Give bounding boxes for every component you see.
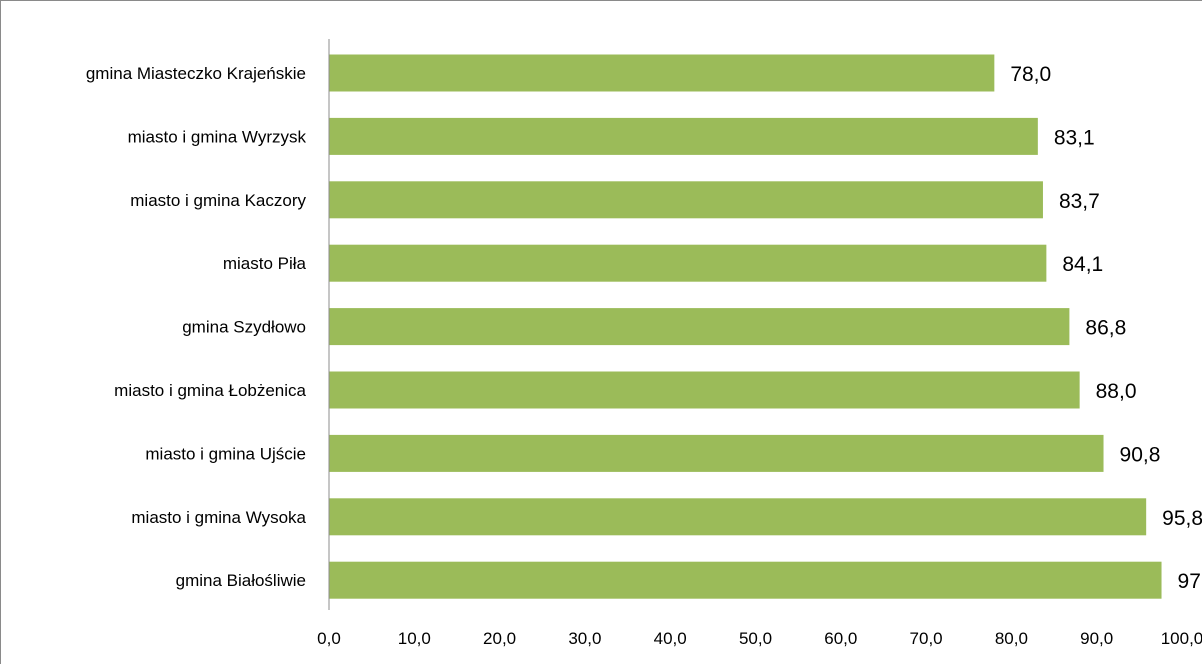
- category-labels: gmina Miasteczko Krajeńskie miasto i gmin…: [86, 64, 307, 590]
- bar: [329, 561, 1162, 599]
- data-label: 78,0: [1010, 63, 1051, 86]
- bar: [329, 371, 1080, 409]
- data-label: 84,1: [1062, 253, 1103, 276]
- category-label: miasto i gmina Wyrzysk: [128, 127, 307, 146]
- bar: [329, 117, 1038, 155]
- bar: [329, 498, 1147, 536]
- category-label: miasto i gmina Łobżenica: [114, 381, 306, 400]
- category-label: gmina Szydłowo: [182, 318, 306, 337]
- x-tick-label: 50,0: [739, 629, 772, 648]
- data-label: 97,6: [1178, 570, 1202, 593]
- value-labels: 78,0 83,1 83,7 84,1 86,8 88,0 90,8 95,8 97,6: [1010, 63, 1202, 593]
- data-label: 90,8: [1120, 443, 1161, 466]
- category-label: miasto i gmina Ujście: [145, 444, 306, 463]
- x-tick-label: 40,0: [654, 629, 687, 648]
- data-label: 83,1: [1054, 126, 1095, 149]
- bar: [329, 308, 1070, 346]
- bar: [329, 434, 1104, 472]
- x-axis-ticks: 0,0 10,0 20,0 30,0 40,0 50,0 60,0 70,0 80,0 90,0 1…: [317, 629, 1202, 648]
- bar: [329, 244, 1047, 282]
- bars-layer: [329, 54, 1162, 599]
- x-tick-label: 20,0: [483, 629, 516, 648]
- bar: [329, 54, 995, 92]
- data-label: 88,0: [1096, 380, 1137, 403]
- x-tick-label: 30,0: [568, 629, 601, 648]
- x-tick-label: 80,0: [995, 629, 1028, 648]
- x-tick-label: 100,0: [1161, 629, 1202, 648]
- x-tick-label: 60,0: [824, 629, 857, 648]
- data-label: 95,8: [1162, 507, 1202, 530]
- category-label: gmina Białośliwie: [176, 571, 306, 590]
- data-label: 83,7: [1059, 190, 1100, 213]
- bar: [329, 181, 1043, 219]
- x-tick-label: 10,0: [398, 629, 431, 648]
- category-label: miasto Piła: [223, 254, 307, 273]
- x-tick-label: 70,0: [910, 629, 943, 648]
- x-tick-label: 90,0: [1080, 629, 1113, 648]
- category-label: miasto i gmina Wysoka: [131, 508, 306, 527]
- data-label: 86,8: [1085, 317, 1126, 340]
- category-label: miasto i gmina Kaczory: [130, 191, 306, 210]
- category-label: gmina Miasteczko Krajeńskie: [86, 64, 306, 83]
- x-tick-label: 0,0: [317, 629, 341, 648]
